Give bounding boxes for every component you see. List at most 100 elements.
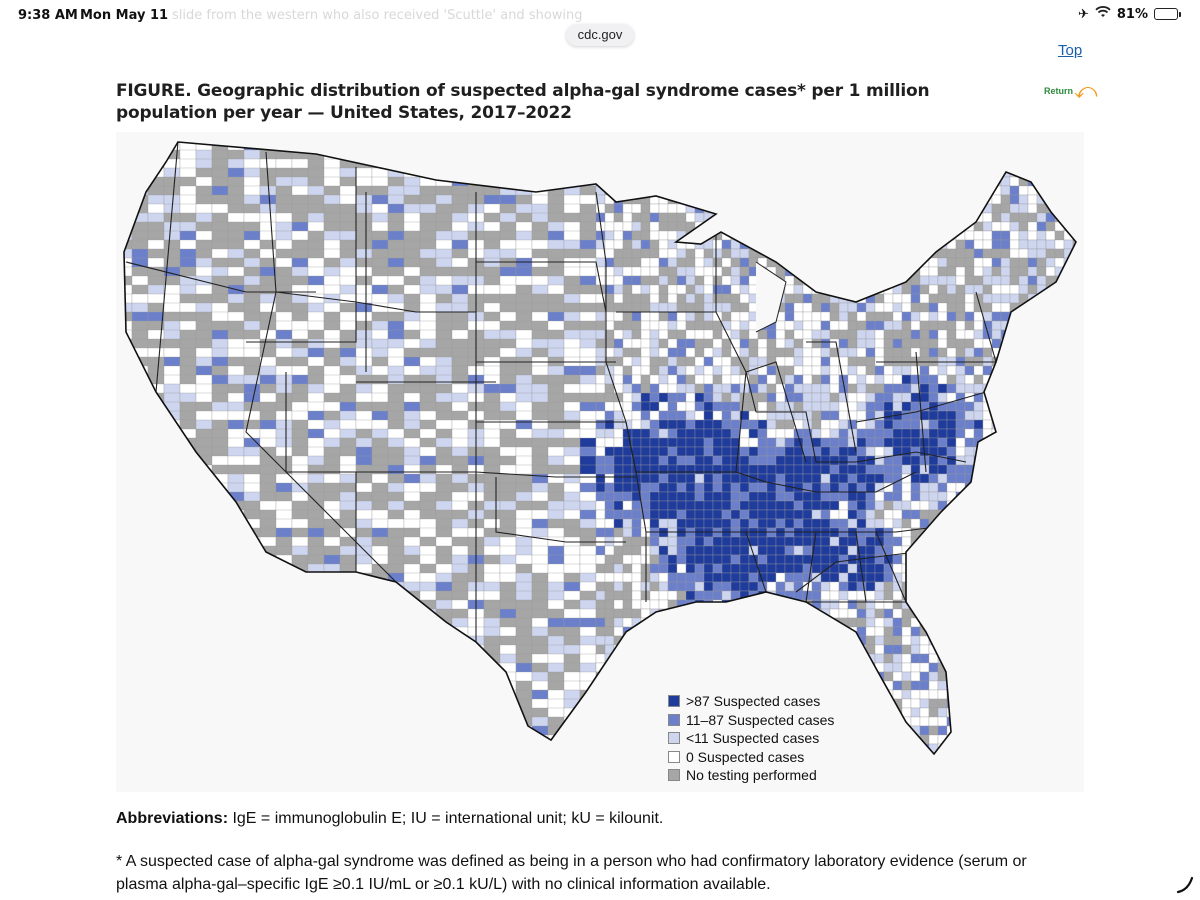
- county-cell: [694, 212, 705, 223]
- county-cell: [721, 293, 732, 304]
- county-cell: [1000, 302, 1011, 313]
- county-cell: [1000, 185, 1011, 196]
- top-link[interactable]: Top: [1058, 42, 1083, 59]
- county-cell: [703, 158, 714, 169]
- county-cell: [712, 653, 723, 664]
- county-cell: [179, 617, 197, 633]
- county-cell: [811, 320, 822, 331]
- county-cell: [371, 590, 389, 606]
- county-cell: [685, 176, 696, 187]
- county-cell: [703, 338, 714, 349]
- county-cell: [694, 185, 705, 196]
- county-cell: [883, 437, 894, 448]
- county-cell: [595, 365, 606, 376]
- county-cell: [1009, 230, 1020, 241]
- county-cell: [179, 608, 197, 624]
- county-cell: [802, 626, 813, 637]
- county-cell: [865, 536, 876, 547]
- county-cell: [946, 581, 957, 592]
- county-cell: [856, 491, 867, 502]
- county-cell: [419, 617, 437, 633]
- county-cell: [739, 284, 750, 295]
- county-cell: [901, 221, 912, 232]
- county-cell: [667, 311, 678, 322]
- county-cell: [712, 383, 723, 394]
- county-cell: [793, 230, 804, 241]
- county-cell: [910, 428, 921, 439]
- county-cell: [983, 132, 992, 141]
- county-cell: [667, 500, 678, 511]
- county-cell: [667, 365, 678, 376]
- county-cell: [227, 527, 245, 543]
- county-cell: [739, 230, 750, 241]
- county-cell: [163, 500, 181, 516]
- county-cell: [784, 338, 795, 349]
- county-cell: [1063, 365, 1074, 376]
- county-cell: [1009, 590, 1020, 601]
- county-cell: [865, 248, 876, 259]
- county-cell: [694, 410, 705, 421]
- county-cell: [1018, 500, 1029, 511]
- county-cell: [955, 167, 966, 178]
- county-cell: [964, 509, 975, 520]
- county-cell: [1036, 356, 1047, 367]
- county-cell: [371, 626, 389, 642]
- county-cell: [307, 590, 325, 606]
- county-cell: [820, 203, 831, 214]
- county-cell: [694, 365, 705, 376]
- county-cell: [211, 142, 229, 147]
- county-cell: [1018, 338, 1029, 349]
- county-cell: [1063, 500, 1074, 511]
- county-cell: [435, 626, 453, 642]
- county-cell: [946, 464, 957, 475]
- county-cell: [622, 572, 633, 583]
- county-cell: [946, 329, 957, 340]
- county-cell: [874, 473, 885, 484]
- county-cell: [775, 401, 786, 412]
- county-cell: [892, 167, 903, 178]
- county-cell: [784, 257, 795, 268]
- county-cell: [757, 608, 768, 619]
- county-cell: [1036, 518, 1047, 529]
- county-cell: [721, 347, 732, 358]
- county-cell: [910, 437, 921, 448]
- url-bar[interactable]: cdc.gov: [566, 24, 634, 46]
- county-cell: [991, 374, 1002, 385]
- county-cell: [847, 221, 858, 232]
- county-cell: [259, 142, 277, 147]
- county-cell: [1063, 536, 1074, 547]
- county-cell: [883, 491, 894, 502]
- county-cell: [703, 482, 714, 493]
- county-cell: [1027, 410, 1038, 421]
- county-cell: [802, 518, 813, 529]
- county-cell: [622, 365, 633, 376]
- county-cell: [124, 392, 133, 408]
- county-cell: [892, 320, 903, 331]
- county-cell: [467, 149, 485, 165]
- return-button[interactable]: Return ⤺: [1044, 78, 1098, 106]
- county-cell: [147, 482, 165, 498]
- county-cell: [694, 275, 705, 286]
- county-cell: [640, 142, 651, 151]
- county-cell: [1036, 464, 1047, 475]
- county-cell: [403, 158, 421, 174]
- county-cell: [649, 149, 660, 160]
- county-cell: [829, 239, 840, 250]
- county-cell: [910, 545, 921, 556]
- county-cell: [830, 132, 839, 141]
- county-cell: [857, 132, 866, 141]
- county-cell: [955, 527, 966, 538]
- county-cell: [676, 563, 687, 574]
- county-cell: [613, 599, 624, 610]
- county-cell: [676, 491, 687, 502]
- county-cell: [883, 275, 894, 286]
- county-cell: [847, 320, 858, 331]
- county-cell: [964, 239, 975, 250]
- county-cell: [179, 626, 197, 642]
- county-cell: [865, 473, 876, 484]
- county-cell: [901, 518, 912, 529]
- county-cell: [694, 284, 705, 295]
- county-cell: [982, 590, 993, 601]
- county-cell: [757, 176, 768, 187]
- county-cell: [730, 347, 741, 358]
